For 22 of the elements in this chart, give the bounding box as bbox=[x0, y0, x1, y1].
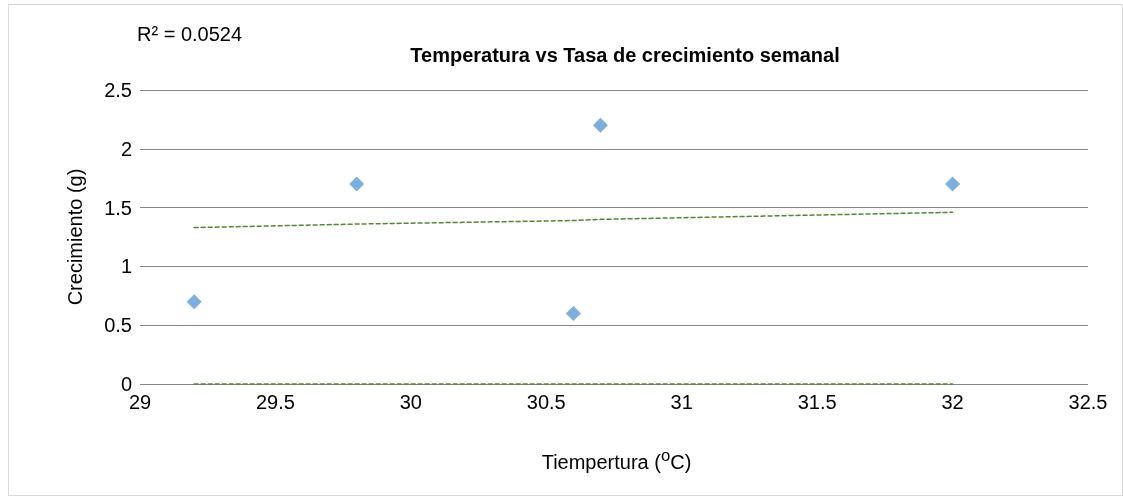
line-series bbox=[193, 211, 954, 229]
point bbox=[349, 176, 365, 192]
x-tick-label: 32 bbox=[941, 391, 964, 413]
point bbox=[186, 294, 202, 310]
y-tick-label: 1.5 bbox=[104, 196, 132, 219]
point bbox=[945, 176, 961, 192]
x-tick-label: 30 bbox=[399, 391, 422, 413]
x-tick-label: 30.5 bbox=[526, 391, 566, 413]
x-tick-label: 32.5 bbox=[1068, 391, 1108, 413]
chart-title: Temperatura vs Tasa de crecimiento semanal bbox=[410, 44, 840, 66]
y-axis-title: Crecimiento (g) bbox=[64, 168, 86, 306]
point bbox=[565, 305, 581, 321]
y-tick-label: 1 bbox=[120, 255, 132, 278]
y-tick-label: 0.5 bbox=[104, 314, 132, 337]
x-tick-label: 31.5 bbox=[797, 391, 837, 413]
y-tick-label: 2 bbox=[120, 137, 132, 160]
point bbox=[592, 117, 608, 133]
x-axis-title: Tiempertura ($^{o}$C) bbox=[541, 446, 692, 474]
text: R² = 0.0524 bbox=[137, 23, 243, 45]
x-tick-label: 29.5 bbox=[255, 391, 295, 413]
y-tick-label: 2.5 bbox=[104, 79, 132, 101]
x-tick-label: 31 bbox=[670, 391, 693, 413]
